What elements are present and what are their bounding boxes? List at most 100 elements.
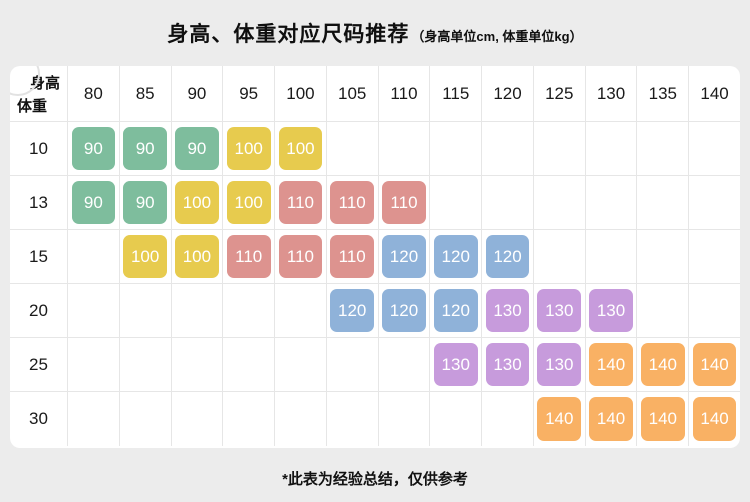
size-cell: 140: [689, 392, 740, 446]
empty-cell: [379, 392, 431, 446]
size-chip: 100: [175, 181, 219, 224]
empty-cell: [275, 392, 327, 446]
size-cell: 110: [275, 230, 327, 284]
table-row: 25 130 130 130 140 140 140: [10, 338, 740, 392]
empty-cell: [430, 122, 483, 176]
size-chip: 120: [382, 235, 426, 278]
size-chip: 110: [330, 181, 375, 224]
size-cell: 140: [534, 392, 586, 446]
size-cell: 90: [68, 176, 120, 230]
size-cell: 130: [533, 338, 586, 392]
size-cell: 90: [119, 176, 172, 230]
empty-cell: [482, 176, 534, 230]
empty-cell: [637, 284, 690, 338]
empty-cell: [223, 392, 276, 446]
size-cell: 90: [171, 122, 224, 176]
empty-cell: [482, 122, 534, 176]
corner-cell: 身高 体重: [10, 66, 68, 122]
height-column-header: 120: [482, 66, 534, 122]
empty-cell: [637, 176, 690, 230]
size-chip: 110: [278, 181, 323, 224]
empty-cell: [637, 122, 690, 176]
size-chart-card: 身高 体重 80 85 90 95 100 105 110 115 120 125 130 135 140 1…: [10, 66, 740, 448]
size-chip: 120: [485, 235, 530, 278]
height-column-header: 135: [637, 66, 690, 122]
size-chip: 130: [485, 289, 530, 332]
size-cell: 120: [378, 284, 431, 338]
empty-cell: [585, 122, 638, 176]
height-column-header: 85: [119, 66, 172, 122]
size-cell: 100: [171, 230, 224, 284]
size-cell: 100: [275, 122, 327, 176]
empty-cell: [68, 230, 120, 284]
header-row: 身高 体重 80 85 90 95 100 105 110 115 120 125 130 135 140: [10, 66, 740, 122]
size-chip: 120: [330, 289, 375, 332]
height-column-header: 110: [378, 66, 431, 122]
size-cell: 140: [585, 338, 638, 392]
size-cell: 90: [119, 122, 172, 176]
size-chip: 140: [589, 343, 633, 386]
size-chip: 90: [123, 127, 168, 170]
size-cell: 120: [482, 230, 534, 284]
corner-weight-label: 体重: [17, 97, 48, 115]
size-chip: 100: [123, 235, 168, 278]
empty-cell: [120, 392, 172, 446]
size-cell: 90: [68, 122, 120, 176]
size-cell: 130: [482, 284, 534, 338]
page-title: 身高、体重对应尺码推荐 （身高单位cm, 体重单位kg）: [0, 18, 750, 48]
height-column-header: 125: [533, 66, 586, 122]
size-chip: 110: [226, 235, 271, 278]
height-column-header: 80: [68, 66, 120, 122]
empty-cell: [585, 230, 638, 284]
size-cell: 110: [378, 176, 431, 230]
empty-cell: [171, 338, 224, 392]
size-chip: 140: [692, 343, 737, 386]
empty-cell: [689, 122, 740, 176]
height-column-header: 140: [689, 66, 740, 122]
empty-cell: [68, 338, 120, 392]
empty-cell: [68, 392, 120, 446]
size-cell: 110: [326, 230, 379, 284]
size-cell: 110: [223, 230, 276, 284]
empty-cell: [223, 284, 276, 338]
size-chip: 130: [589, 289, 633, 332]
size-cell: 120: [430, 284, 483, 338]
height-column-header: 115: [430, 66, 483, 122]
empty-cell: [689, 176, 740, 230]
empty-cell: [327, 392, 379, 446]
size-cell: 120: [430, 230, 483, 284]
size-cell: 100: [223, 176, 276, 230]
empty-cell: [378, 338, 431, 392]
title-sub: （身高单位cm, 体重单位kg）: [411, 29, 583, 44]
height-column-header: 130: [585, 66, 638, 122]
empty-cell: [637, 230, 690, 284]
height-column-header: 100: [275, 66, 327, 122]
height-column-header: 105: [326, 66, 379, 122]
weight-row-label: 25: [10, 338, 68, 392]
size-cell: 130: [482, 338, 534, 392]
size-cell: 140: [689, 338, 740, 392]
size-table: 身高 体重 80 85 90 95 100 105 110 115 120 125 130 135 140 1…: [10, 66, 740, 446]
size-chip: 100: [226, 127, 271, 170]
size-chip: 110: [382, 181, 426, 224]
empty-cell: [689, 284, 740, 338]
empty-cell: [275, 284, 327, 338]
empty-cell: [119, 284, 172, 338]
empty-cell: [119, 338, 172, 392]
empty-cell: [430, 176, 483, 230]
size-chip: 140: [589, 397, 633, 441]
empty-cell: [430, 392, 483, 446]
size-chip: 110: [330, 235, 375, 278]
size-cell: 100: [223, 122, 276, 176]
size-chip: 90: [123, 181, 168, 224]
empty-cell: [585, 176, 638, 230]
size-chip: 120: [433, 289, 478, 332]
size-chip: 120: [382, 289, 426, 332]
weight-row-label: 10: [10, 122, 68, 176]
size-chip: 100: [278, 127, 323, 170]
size-cell: 100: [119, 230, 172, 284]
size-cell: 110: [326, 176, 379, 230]
size-chip: 140: [640, 397, 685, 441]
empty-cell: [689, 230, 740, 284]
empty-cell: [533, 230, 586, 284]
